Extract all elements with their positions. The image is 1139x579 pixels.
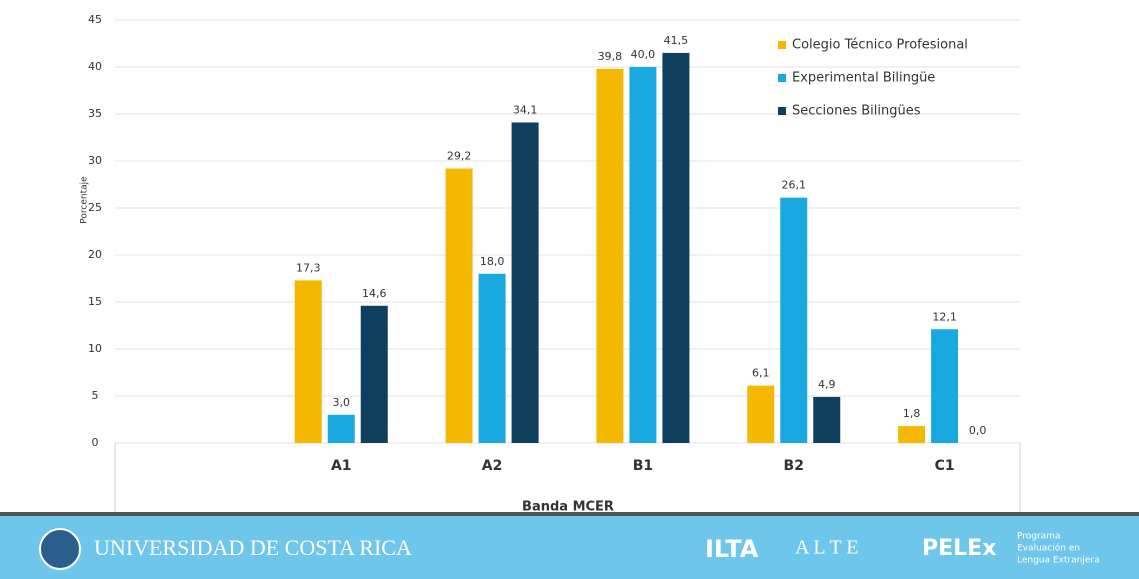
value-label: 29,2 (447, 150, 472, 163)
value-label: 4,9 (818, 378, 836, 391)
value-label: 3,0 (333, 396, 351, 409)
bar (294, 280, 322, 443)
value-label: 26,1 (782, 179, 807, 192)
value-label: 40,0 (631, 48, 656, 61)
bar (327, 414, 355, 443)
y-tick-label: 15 (88, 295, 102, 308)
value-label: 34,1 (513, 103, 538, 116)
y-tick-label: 10 (88, 342, 102, 355)
y-tick-label: 30 (88, 154, 102, 167)
program: Lengua Extranjera (1017, 556, 1100, 566)
value-label: 12,1 (932, 310, 957, 323)
value-label: 1,8 (903, 407, 921, 420)
y-tick-label: 35 (88, 107, 102, 120)
y-tick-label: 20 (88, 248, 102, 261)
bar (478, 273, 506, 443)
bar (898, 426, 926, 443)
x-tick-label: B2 (784, 458, 804, 474)
seal (39, 528, 81, 570)
footer-border (0, 512, 1139, 516)
legend-label: Experimental Bilingüe (792, 71, 935, 86)
legend-swatch (778, 41, 786, 49)
bar (662, 52, 690, 444)
y-tick-label: 0 (92, 436, 99, 449)
legend-label: Secciones Bilingües (792, 104, 921, 119)
legend-swatch (778, 74, 786, 82)
program: Programa (1017, 532, 1061, 542)
bar (445, 168, 473, 443)
x-tick-label: A2 (482, 458, 503, 474)
value-label: 41,5 (664, 34, 689, 47)
bar (360, 305, 388, 443)
logo: PELEx (922, 536, 996, 561)
y-tick-label: 45 (88, 13, 102, 26)
bar (596, 68, 624, 443)
bar (511, 122, 539, 444)
y-tick-label: 5 (92, 389, 99, 402)
value-label: 14,6 (362, 287, 387, 300)
bar (629, 67, 657, 443)
value-label: 0,0 (969, 424, 987, 437)
value-label: 18,0 (480, 255, 505, 268)
logo: ILTA (705, 535, 759, 563)
x-tick-label: C1 (935, 458, 955, 474)
value-label: 39,8 (598, 50, 623, 63)
legend-swatch (778, 107, 786, 115)
y-axis-label: Porcentaje (80, 176, 90, 224)
program: Evaluación en (1017, 543, 1080, 554)
x-tick-label: A1 (331, 458, 352, 474)
x-axis-label: Banda MCER (522, 500, 614, 515)
bar (747, 385, 775, 443)
bar (780, 197, 808, 443)
value-label: 17,3 (296, 261, 321, 274)
value-label: 6,1 (752, 367, 770, 380)
legend-label: Colegio Técnico Profesional (792, 38, 968, 53)
y-tick-label: 25 (88, 201, 102, 214)
bar (931, 329, 959, 443)
y-tick-label: 40 (88, 60, 102, 73)
bar (813, 396, 841, 443)
logo: A L T E (795, 537, 859, 559)
footer (0, 516, 1139, 579)
x-tick-label: B1 (633, 458, 653, 474)
university: UNIVERSIDAD DE COSTA RICA (94, 535, 412, 560)
